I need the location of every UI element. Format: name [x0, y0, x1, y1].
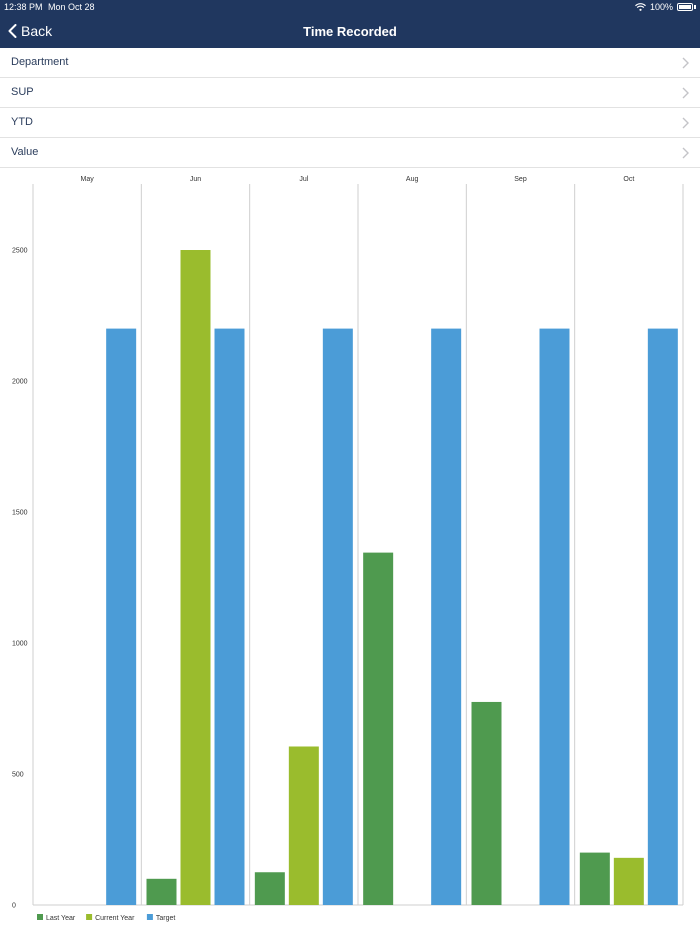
- bar-target: [322, 328, 353, 906]
- bar-chart: May Jun Jul Aug Sep Oct 0 500 1000 1500 2000 2500 La…: [12, 176, 684, 922]
- y-tick-label: 0: [12, 903, 16, 910]
- y-tick-label: 2000: [12, 379, 28, 386]
- legend-swatch: [86, 914, 93, 920]
- filter-label: Department: [11, 56, 69, 68]
- chevron-left-icon: [8, 24, 17, 38]
- bar-last-year: [363, 552, 394, 905]
- y-tick-label: 1000: [12, 641, 28, 648]
- status-indicators: 100%: [635, 2, 696, 12]
- bar-target: [214, 328, 245, 906]
- month-label: Jun: [190, 176, 201, 183]
- legend-swatch: [146, 914, 153, 920]
- filter-label: YTD: [11, 116, 33, 128]
- bar-last-year: [471, 701, 502, 905]
- status-date: Mon Oct 28: [48, 2, 95, 12]
- legend-label: Target: [156, 915, 176, 922]
- bar-last-year: [146, 878, 177, 905]
- bar-target: [106, 328, 137, 906]
- month-label: Aug: [406, 176, 419, 183]
- chevron-right-icon: [682, 87, 689, 99]
- battery-percent: 100%: [649, 2, 673, 12]
- status-time: 12:38 PM: [4, 2, 43, 12]
- legend-swatch: [37, 914, 43, 920]
- filter-row-sup[interactable]: SUP: [0, 78, 700, 108]
- legend-label: Last Year: [46, 915, 76, 922]
- legend-label: Current Year: [95, 915, 135, 922]
- bar-target: [431, 328, 462, 906]
- battery-tip: [694, 5, 696, 9]
- back-button[interactable]: Back: [8, 22, 52, 40]
- month-label: Jul: [299, 176, 308, 183]
- bar-target: [647, 328, 678, 906]
- y-tick-label: 500: [12, 772, 24, 779]
- wifi-icon: [635, 3, 646, 11]
- filter-row-ytd[interactable]: YTD: [0, 108, 700, 138]
- filter-label: SUP: [11, 86, 34, 98]
- y-tick-label: 1500: [12, 510, 28, 517]
- bar-current-year: [180, 250, 211, 905]
- bar-target: [539, 328, 570, 906]
- page-title: Time Recorded: [303, 24, 397, 39]
- month-label: Sep: [514, 176, 527, 183]
- chevron-right-icon: [682, 147, 689, 159]
- month-label: May: [81, 176, 95, 183]
- chevron-right-icon: [682, 117, 689, 129]
- filter-row-department[interactable]: Department: [0, 48, 700, 78]
- back-label: Back: [21, 23, 53, 39]
- battery-icon: [677, 3, 693, 11]
- filter-row-value[interactable]: Value: [0, 138, 700, 168]
- navigation-bar: 12:38 PM Mon Oct 28 100% Back Time Recor…: [0, 0, 700, 48]
- bar-current-year: [288, 746, 319, 905]
- chevron-right-icon: [682, 57, 689, 69]
- y-tick-label: 2500: [12, 248, 28, 255]
- bar-current-year: [613, 857, 644, 905]
- bar-last-year: [579, 852, 610, 905]
- filter-label: Value: [11, 146, 39, 158]
- month-label: Oct: [623, 176, 634, 183]
- bar-last-year: [254, 872, 285, 905]
